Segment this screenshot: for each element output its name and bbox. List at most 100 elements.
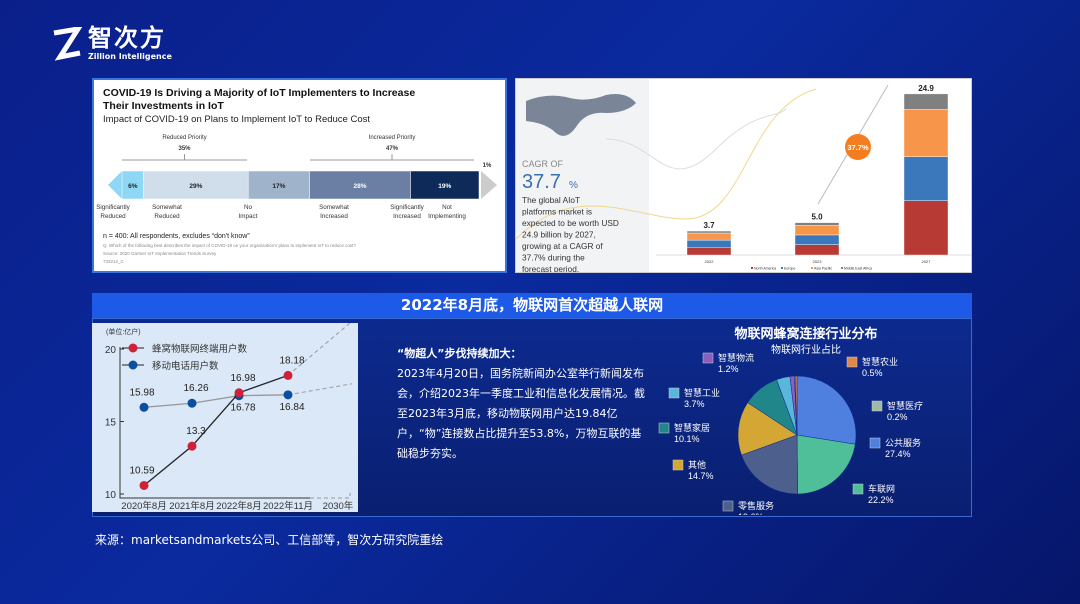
slice-label: 智慧家居 — [674, 422, 710, 433]
bar-segment — [794, 222, 840, 226]
data-label: 16.98 — [230, 373, 255, 384]
group-value: 47% — [386, 146, 399, 152]
data-label: 16.78 — [230, 403, 255, 414]
segment-label: 29% — [189, 183, 202, 190]
bar-segment — [794, 234, 840, 245]
legend-swatch — [672, 459, 684, 471]
category-label: Significantly — [390, 204, 424, 211]
category-label: Somewhat — [152, 204, 182, 211]
slice-label: 智慧农业 — [862, 356, 898, 367]
bar-segment — [903, 109, 949, 157]
slice-label: 公共服务 — [885, 437, 921, 448]
series-line — [143, 394, 289, 408]
pie-slice — [796, 434, 856, 495]
projection-line — [287, 322, 353, 499]
data-point — [187, 441, 197, 451]
cagr-unit: % — [569, 180, 578, 191]
category-label: Implementing — [428, 213, 466, 220]
legend-swatch — [781, 267, 783, 269]
left-arrow — [108, 171, 122, 199]
slice-value: 0.5% — [862, 368, 883, 378]
data-label: 16.84 — [279, 402, 304, 413]
slice-value: 3.7% — [684, 399, 705, 409]
unit-label: (单位:亿户) — [106, 327, 141, 336]
category-label: Increased — [320, 213, 348, 220]
category-label: Not — [442, 204, 452, 211]
x-tick-label: 2022年8月 — [216, 500, 261, 512]
bar-segment — [247, 170, 310, 200]
description-line: growing at a CAGR of — [522, 241, 603, 251]
category-label: No — [244, 204, 253, 211]
iot-users-line-chart: (单位:亿户) 10 15 20 2020年8月 2021年8月 2022年8月 2022年1… — [92, 322, 358, 512]
legend-swatch — [871, 400, 883, 412]
data-point — [139, 402, 149, 412]
data-label: 10.59 — [129, 465, 154, 476]
cagr-value: 37.7 — [522, 171, 561, 193]
world-map-icon — [526, 94, 636, 136]
legend-swatch — [722, 500, 734, 512]
note: Q. Which of the following best describes… — [103, 243, 356, 248]
segment-label: 19% — [438, 183, 451, 190]
chart-title: COVID-19 Is Driving a Majority of IoT Im… — [103, 87, 415, 99]
segment-label: 1% — [483, 163, 492, 169]
legend-swatch — [751, 267, 753, 269]
axes — [119, 347, 310, 499]
legend-label: 蜂窝物联网终端用户数 — [152, 343, 248, 355]
chart-title-line2: Their Investments in IoT — [103, 100, 224, 112]
bar-segment — [686, 232, 732, 241]
bar-segment — [686, 230, 732, 234]
decor-curve — [515, 88, 817, 240]
segment-label: 17% — [272, 183, 285, 190]
description-line: expected to be worth USD — [522, 218, 619, 228]
slice-value: 19.6% — [738, 512, 764, 515]
legend-label: Asia Pacific — [814, 267, 832, 271]
legend-swatch — [869, 437, 881, 449]
group-label: Increased Priority — [369, 135, 416, 141]
segment-label: 6% — [128, 183, 138, 190]
legend-swatch — [841, 267, 843, 269]
group-bracket — [122, 154, 247, 161]
y-tick-label: 10 — [105, 490, 117, 501]
slice-label: 智慧医疗 — [887, 400, 923, 411]
data-label: 18.18 — [279, 355, 304, 366]
bar-segment — [309, 170, 411, 200]
description-line: The global AIoT — [522, 195, 580, 205]
pie-slice — [741, 434, 798, 495]
pie-slice — [737, 402, 798, 456]
legend-swatch — [846, 356, 858, 368]
y-tick-label: 20 — [105, 345, 117, 356]
slice-label: 零售服务 — [738, 500, 774, 511]
decor-curve — [605, 108, 787, 170]
category-label: Reduced — [154, 213, 180, 220]
logo: 智次方 Zillion Intelligence — [52, 26, 172, 61]
category-label: Reduced — [100, 213, 126, 220]
data-point — [187, 398, 197, 408]
group-bracket — [310, 154, 474, 161]
bar-segment — [143, 170, 249, 200]
right-arrow — [481, 171, 497, 199]
x-tick-label: 2030年 — [323, 500, 354, 512]
category-label: Increased — [393, 213, 421, 220]
description-line: forecast period. — [522, 264, 579, 272]
category-label: Somewhat — [319, 204, 349, 211]
legend-swatch — [852, 483, 864, 495]
slice-label: 智慧物流 — [718, 352, 754, 363]
group-value: 35% — [178, 146, 191, 152]
legend-marker — [128, 343, 138, 353]
logo-name: 智次方 — [88, 24, 166, 52]
legend-label: North America — [754, 267, 776, 271]
chart-title: 物联网蜂窝连接行业分布 — [734, 326, 877, 341]
data-label: 15.98 — [129, 387, 154, 398]
cagr-badge-label: 37.7% — [847, 143, 869, 152]
data-label: 16.26 — [183, 383, 208, 394]
source-note: 来源：marketsandmarkets公司、工信部等，智次方研究院重绘 — [95, 533, 444, 547]
logo-subtitle: Zillion Intelligence — [88, 52, 172, 61]
legend-label: Europe — [784, 267, 795, 271]
bar-segment — [903, 156, 949, 201]
bar-segment — [686, 239, 732, 248]
legend-label: 移动电话用户数 — [152, 360, 219, 372]
slice-label: 其他 — [688, 459, 706, 470]
group-label: Reduced Priority — [162, 135, 206, 141]
legend-swatch — [702, 352, 714, 364]
data-point — [234, 388, 244, 398]
